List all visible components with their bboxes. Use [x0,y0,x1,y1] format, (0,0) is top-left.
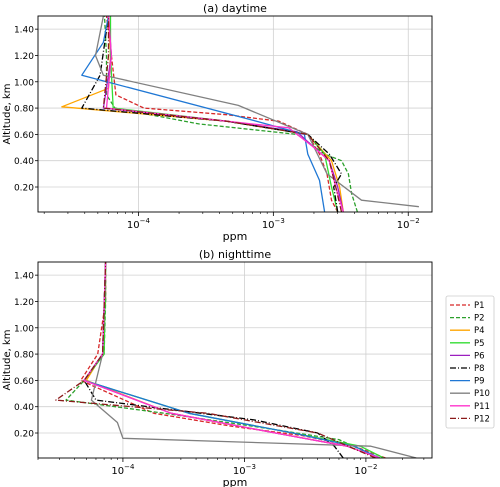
chart-title: (b) nighttime [199,248,271,261]
y-tick-label: 0.80 [14,351,34,361]
legend-label: P4 [474,326,485,336]
y-tick-label: 1.40 [14,26,34,36]
series-line-p11 [83,262,380,458]
y-tick-label: 0.20 [14,184,34,194]
legend-label: P2 [474,314,485,324]
x-axis-label: ppm [223,476,248,487]
x-tick-label: 10−3 [233,463,256,477]
series-line-p1 [80,262,386,458]
legend-label: P5 [474,339,485,349]
y-tick-label: 0.40 [14,403,34,413]
y-tick-label: 1.20 [14,298,34,308]
legend-label: P6 [474,351,485,361]
series-line-p9 [83,262,380,458]
legend-box [445,295,495,429]
panel-daytime: 0.20 0.40 0.60 0.80 1.00 1.20 1.40 10−4 10−3 10−2… [2,2,433,243]
y-tick-label: 1.40 [14,272,34,282]
series-line-p12 [55,262,376,458]
series-line-p2 [65,262,380,458]
x-tick-label: 10−2 [397,217,420,231]
legend-label: P1 [474,301,485,311]
y-tick-label: 1.20 [14,52,34,62]
series-line-p4 [85,262,380,458]
y-tick-label: 0.60 [14,131,34,141]
x-tick-label: 10−4 [127,217,151,231]
chart-title: (a) daytime [203,2,267,15]
legend-label: P12 [474,414,490,424]
panel-nighttime: 0.20 0.40 0.60 0.80 1.00 1.20 1.40 10−4 10−3 10−2… [2,248,433,487]
legend: P1 P2 P4 P5 P6 P8 P9 P10 P11 P12 [445,295,495,429]
x-axis-label: ppm [223,230,248,243]
legend-label: P8 [474,364,485,374]
series-line-p1 [105,16,339,212]
series-line-p5 [83,262,384,458]
x-tick-label: 10−3 [262,217,285,231]
y-tick-label: 0.80 [14,105,34,115]
series-line-p9 [81,16,326,212]
x-tick-label: 10−2 [354,463,377,477]
legend-label: P11 [474,402,490,412]
series-group [55,262,417,458]
series-group [61,16,419,212]
legend-label: P9 [474,377,485,387]
y-tick-label: 0.40 [14,157,34,167]
series-line-p6 [83,262,380,458]
x-tick-label: 10−4 [111,463,135,477]
y-axis-label: Altitude, km [2,84,13,145]
y-axis-label: Altitude, km [2,330,13,391]
plot-frame [37,261,433,459]
plot-frame [37,15,433,213]
legend-label: P10 [474,389,490,399]
y-tick-label: 0.60 [14,377,34,387]
series-line-p10 [94,16,419,208]
series-line-p12 [102,16,343,212]
y-tick-label: 0.20 [14,430,34,440]
y-tick-label: 1.00 [14,324,34,334]
y-tick-label: 1.00 [14,78,34,88]
